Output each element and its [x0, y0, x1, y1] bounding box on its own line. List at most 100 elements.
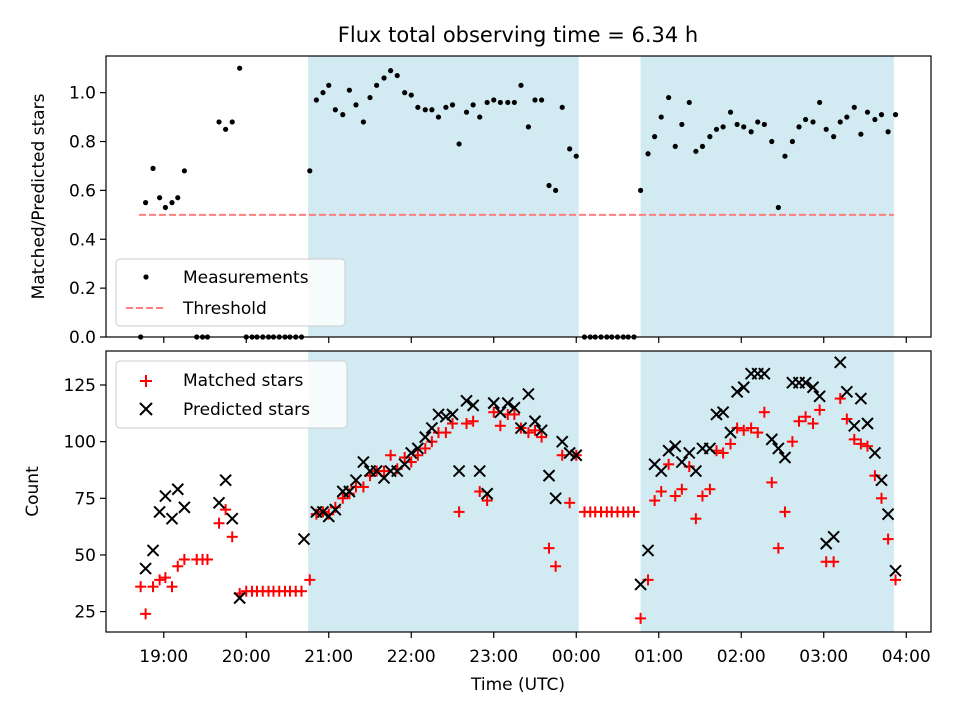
predicted-star-point	[419, 430, 432, 444]
measurement-point	[307, 168, 313, 174]
predicted-star-point	[178, 501, 191, 514]
measurement-point	[169, 200, 175, 206]
measurement-point	[761, 121, 767, 128]
matched-star-point	[876, 492, 887, 504]
measurement-point	[463, 109, 470, 115]
matched-star-point	[140, 608, 152, 620]
top-x-ticks	[163, 337, 907, 343]
matched-star-point	[172, 560, 184, 572]
measurement-point	[546, 182, 552, 189]
matched-star-point	[213, 517, 225, 529]
top-y-ticks: 0.0 0.2 0.4 0.6 0.8 1.0	[69, 84, 106, 348]
measurement-point	[518, 82, 524, 88]
predicted-star-point	[868, 446, 882, 460]
predicted-star-point	[514, 421, 528, 435]
measurement-point	[553, 187, 559, 193]
measurement-point	[837, 119, 843, 125]
measurement-point	[652, 134, 658, 140]
predicted-star-point	[522, 387, 535, 401]
bottom-y-ticks: 25 50 75 100 125	[64, 376, 106, 623]
measurements-legend-label: Measurements	[183, 268, 309, 288]
top-y-tick-label: 0.4	[69, 230, 96, 250]
predicted-star-point	[641, 544, 655, 557]
matched-star-point	[564, 497, 576, 509]
predicted-star-point	[662, 444, 675, 457]
predicted-legend-label: Predicted stars	[183, 400, 310, 420]
matched-star-point	[772, 542, 784, 554]
predicted-star-point	[165, 512, 179, 525]
predicted-stars-series	[139, 356, 902, 605]
matched-star-point	[529, 424, 541, 436]
predicted-star-point	[528, 415, 542, 428]
matched-legend-label: Matched stars	[183, 371, 303, 391]
predicted-star-point	[655, 464, 668, 478]
predicted-star-point	[889, 564, 902, 578]
matched-star-point	[226, 531, 238, 543]
measurement-point	[567, 146, 573, 152]
measurement-point	[456, 141, 462, 147]
predicted-star-point	[473, 464, 486, 478]
predicted-star-point	[737, 381, 750, 394]
predicted-star-point	[487, 396, 500, 410]
predicted-star-point	[405, 446, 418, 460]
measurement-point	[713, 126, 720, 132]
matched-star-point	[147, 581, 159, 593]
matched-star-point	[399, 452, 411, 464]
predicted-star-point	[827, 530, 840, 544]
matched-star-point	[201, 553, 213, 565]
x-tick-label: 20:00	[222, 647, 271, 667]
measurement-point	[491, 97, 497, 103]
x-tick-label: 04:00	[882, 647, 931, 667]
measurement-point	[864, 109, 871, 115]
predicted-star-point	[398, 458, 411, 471]
top-observing-bands	[308, 56, 894, 337]
matched-star-point	[663, 458, 675, 470]
measurement-point	[679, 121, 685, 128]
predicted-star-point	[432, 408, 445, 421]
top-legend: Measurements Threshold	[115, 258, 346, 327]
matched-star-point	[628, 506, 640, 518]
measurement-point	[720, 124, 726, 130]
matched-star-point	[453, 506, 465, 518]
predicted-star-point	[834, 356, 847, 369]
matched-star-point	[467, 415, 479, 427]
matched-star-point	[793, 415, 805, 427]
predicted-star-point	[297, 532, 311, 546]
measurement-point	[320, 90, 326, 96]
measurement-point	[699, 143, 706, 150]
matched-star-point	[717, 447, 729, 459]
predicted-star-point	[881, 507, 895, 521]
predicted-star-point	[226, 512, 239, 525]
matched-star-point	[690, 513, 702, 525]
matched-star-point	[536, 431, 548, 443]
measurement-point	[693, 148, 699, 154]
matched-star-point	[814, 404, 826, 416]
top-y-tick-label: 0.8	[69, 133, 96, 153]
bottom-y-axis-label: Count	[23, 466, 43, 517]
predicted-star-point	[689, 464, 703, 478]
matched-star-point	[655, 486, 667, 497]
measurement-point	[340, 112, 346, 118]
bottom-panel: 25 50 75 100 125 19:00 20:00 21:00 22:00 23:00 00…	[23, 350, 932, 695]
matched-star-point	[481, 495, 493, 507]
top-y-tick-label: 0.0	[69, 328, 96, 348]
predicted-star-point	[683, 446, 696, 460]
x-axis-label: Time (UTC)	[470, 675, 565, 695]
matched-star-point	[786, 436, 798, 448]
matched-star-point	[669, 490, 681, 502]
measurement-point	[229, 119, 235, 125]
predicted-star-point	[563, 446, 576, 460]
matched-star-point	[758, 406, 770, 418]
matched-stars-series	[135, 393, 902, 624]
predicted-star-point	[542, 469, 556, 482]
matched-star-point	[882, 533, 894, 545]
matched-star-point	[704, 483, 716, 495]
predicted-legend-marker	[139, 402, 153, 416]
matched-star-point	[357, 481, 369, 493]
measurement-point	[878, 112, 885, 118]
matched-star-point	[752, 427, 764, 439]
matched-star-point	[447, 418, 458, 430]
matched-star-point	[676, 483, 688, 495]
measurement-point	[443, 104, 449, 110]
measurements-series	[138, 65, 899, 340]
